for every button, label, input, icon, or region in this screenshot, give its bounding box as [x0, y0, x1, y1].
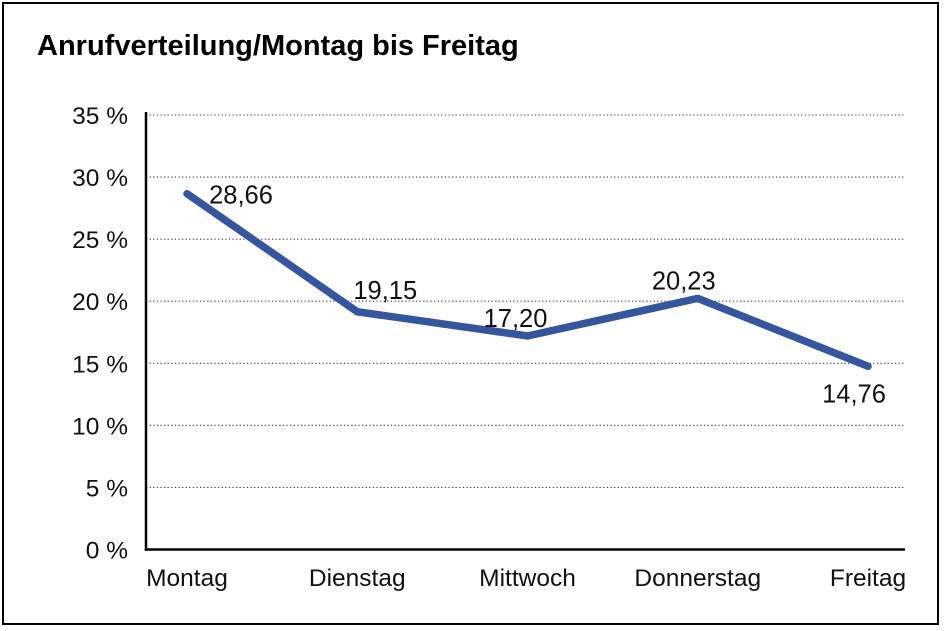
x-category-label: Freitag — [830, 565, 906, 592]
y-tick-label: 5 % — [86, 475, 128, 502]
series-line — [183, 189, 872, 371]
y-tick-label: 0 % — [86, 538, 128, 565]
point-value-label: 28,66 — [209, 182, 273, 210]
point-value-label: 19,15 — [353, 277, 417, 305]
y-tick-label: 35 % — [72, 103, 128, 130]
point-value-label: 20,23 — [652, 267, 716, 295]
x-category-label: Montag — [146, 565, 228, 592]
y-tick-label: 25 % — [72, 227, 128, 254]
chart-title: Anrufverteilung/Montag bis Freitag — [37, 30, 519, 62]
gridlines-group — [146, 114, 905, 488]
x-category-label: Dienstag — [309, 565, 406, 592]
y-tick-label: 30 % — [72, 165, 128, 192]
x-category-label: Mittwoch — [479, 565, 576, 592]
point-labels-group: 28,66 19,15 17,20 20,23 14,76 — [209, 182, 886, 409]
axes-group — [144, 112, 905, 551]
y-tick-label: 10 % — [72, 413, 128, 440]
y-tick-label: 20 % — [72, 289, 128, 316]
series-line-group — [183, 189, 872, 371]
x-axis-category-labels: Montag Dienstag Mittwoch Donnerstag Freitag — [146, 565, 906, 592]
x-category-label: Donnerstag — [634, 565, 761, 592]
point-value-label: 14,76 — [822, 380, 886, 408]
y-axis-tick-labels: 0 % 5 % 10 % 15 % 20 % 25 % 30 % 35 % — [72, 103, 128, 565]
point-value-label: 17,20 — [484, 305, 548, 333]
y-tick-label: 15 % — [72, 351, 128, 378]
